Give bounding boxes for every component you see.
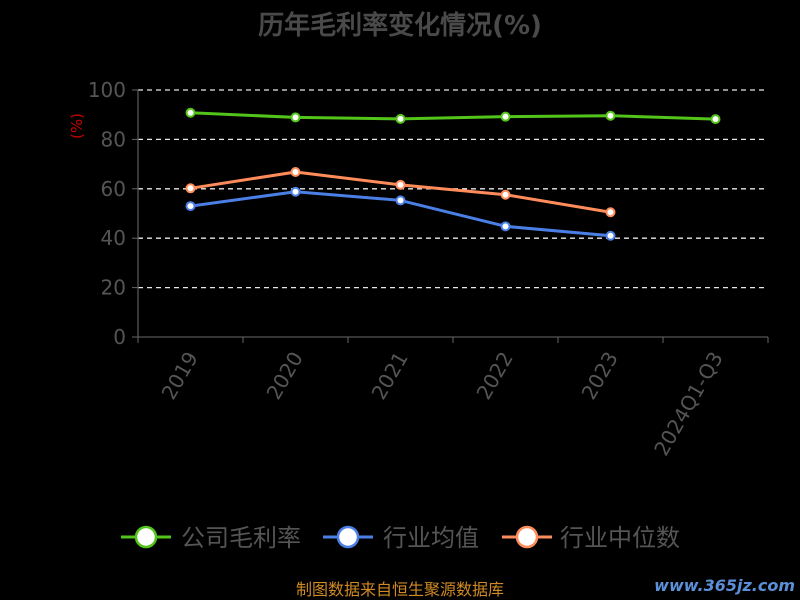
y-axis-label: (%) bbox=[68, 113, 86, 139]
data-point bbox=[290, 167, 301, 178]
y-tick-label: 0 bbox=[113, 325, 126, 349]
legend-marker bbox=[515, 525, 539, 549]
axes: 0 20 40 60 80 100 2019 2020 2021 2022 2023 2024Q1-Q… bbox=[88, 78, 769, 460]
source-note: 制图数据来自恒生聚源数据库 bbox=[296, 580, 504, 599]
data-point bbox=[395, 179, 406, 190]
series-line bbox=[190, 170, 611, 214]
series-line bbox=[190, 111, 716, 121]
series-3 bbox=[185, 167, 616, 218]
series-1 bbox=[185, 107, 721, 125]
x-tick-label: 2021 bbox=[367, 348, 413, 404]
x-tick-label: 2022 bbox=[472, 348, 518, 404]
chart-title: 历年毛利率变化情况(%) bbox=[258, 10, 542, 41]
data-point bbox=[185, 201, 196, 212]
legend-item: 行业中位数 bbox=[502, 524, 680, 552]
data-point bbox=[185, 107, 196, 118]
legend-item: 行业均值 bbox=[323, 524, 479, 552]
legend-item: 公司毛利率 bbox=[121, 524, 301, 552]
data-point bbox=[710, 114, 721, 125]
data-point bbox=[290, 112, 301, 123]
data-point bbox=[395, 195, 406, 206]
y-tick-label: 40 bbox=[101, 226, 126, 250]
data-point bbox=[500, 221, 511, 232]
watermark: www.365jz.com bbox=[654, 576, 795, 595]
series-layer bbox=[185, 107, 721, 241]
data-point bbox=[500, 111, 511, 122]
y-tick-label: 20 bbox=[101, 276, 126, 300]
legend: 公司毛利率 行业均值 行业中位数 bbox=[121, 524, 680, 552]
y-tick-label: 60 bbox=[101, 177, 126, 201]
x-tick-label: 2019 bbox=[157, 348, 203, 404]
data-point bbox=[605, 110, 616, 121]
series-2 bbox=[185, 186, 616, 241]
x-tick-label: 2023 bbox=[577, 348, 623, 404]
y-tick-label: 80 bbox=[101, 127, 126, 151]
data-point bbox=[185, 183, 196, 194]
x-tick-label: 2020 bbox=[262, 348, 308, 404]
legend-label: 行业中位数 bbox=[560, 524, 680, 552]
legend-label: 公司毛利率 bbox=[181, 524, 301, 552]
data-point bbox=[395, 113, 406, 124]
y-tick-label: 100 bbox=[88, 78, 126, 102]
legend-marker bbox=[336, 525, 360, 549]
legend-label: 行业均值 bbox=[383, 524, 479, 552]
data-point bbox=[605, 207, 616, 218]
data-point bbox=[290, 186, 301, 197]
data-point bbox=[500, 189, 511, 200]
data-point bbox=[605, 230, 616, 241]
x-tick-label: 2024Q1-Q3 bbox=[649, 348, 728, 460]
legend-marker bbox=[134, 525, 158, 549]
